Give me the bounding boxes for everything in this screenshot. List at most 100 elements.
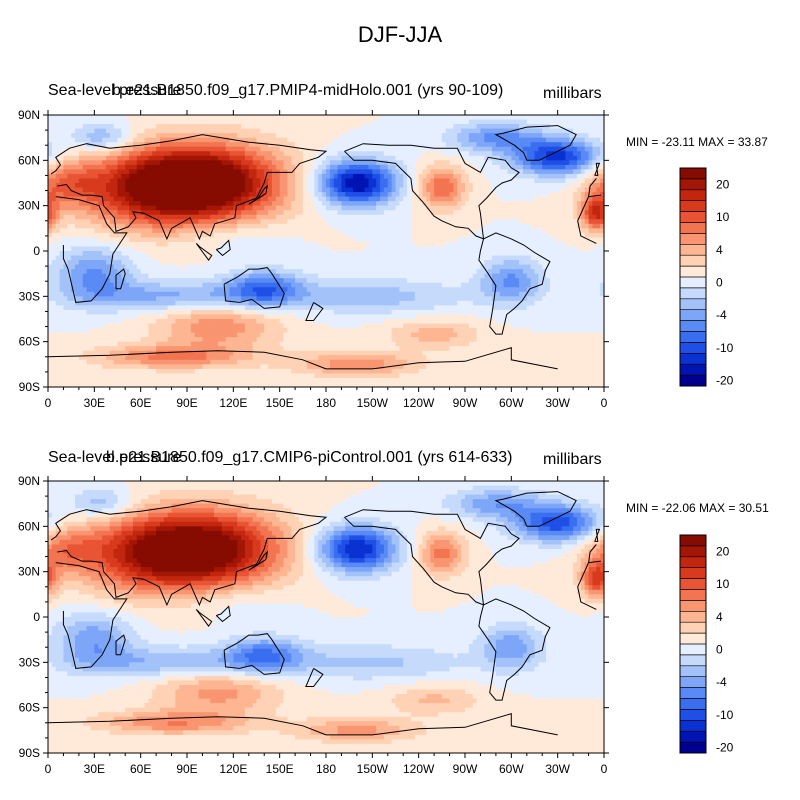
field-cell <box>476 214 482 220</box>
field-cell <box>356 228 362 234</box>
field-cell <box>503 241 509 248</box>
field-cell <box>314 133 319 139</box>
field-cell <box>565 151 570 157</box>
field-cell <box>353 269 358 275</box>
field-cell <box>503 219 509 225</box>
field-cell <box>515 205 520 211</box>
field-cell <box>306 142 312 148</box>
field-cell <box>48 264 53 270</box>
field-cell <box>480 241 485 248</box>
field-cell <box>221 173 227 180</box>
field-cell <box>48 119 53 125</box>
field-cell <box>329 201 335 207</box>
field-cell <box>298 183 304 189</box>
field-cell <box>499 142 505 148</box>
field-cell <box>522 128 528 134</box>
field-cell <box>430 228 435 234</box>
field-cell <box>383 246 389 252</box>
field-cell <box>546 178 551 184</box>
field-cell <box>468 137 474 143</box>
field-cell <box>345 160 350 166</box>
field-cell <box>426 183 431 189</box>
field-cell <box>59 246 65 252</box>
field-cell <box>260 137 265 143</box>
field-cell <box>565 187 570 193</box>
field-cell <box>248 192 254 198</box>
field-cell <box>302 196 308 202</box>
field-cell <box>341 133 346 139</box>
field-cell <box>526 115 532 121</box>
field-cell <box>233 155 238 161</box>
field-cell <box>136 160 142 166</box>
field-cell <box>202 164 207 170</box>
field-cell <box>55 160 61 166</box>
field-cell <box>507 155 512 161</box>
field-cell <box>480 115 485 121</box>
field-cell <box>337 255 343 261</box>
field-cell <box>356 201 362 207</box>
field-cell <box>345 164 350 170</box>
field-cell <box>310 232 316 238</box>
field-cell <box>283 151 288 157</box>
field-cell <box>55 124 61 130</box>
field-cell <box>453 232 458 238</box>
field-cell <box>484 251 489 257</box>
field-cell <box>383 219 389 225</box>
field-cell <box>329 155 335 161</box>
field-cell <box>302 173 308 180</box>
field-cell <box>349 223 354 229</box>
field-cell <box>121 260 126 266</box>
field-cell <box>163 201 169 207</box>
field-cell <box>573 142 578 148</box>
field-cell <box>341 124 346 130</box>
field-cell <box>82 228 88 234</box>
field-cell <box>434 232 439 238</box>
field-cell <box>210 119 215 125</box>
field-cell <box>542 146 547 152</box>
field-cell <box>353 264 358 270</box>
field-cell <box>237 124 242 130</box>
field-cell <box>51 260 57 266</box>
field-cell <box>368 246 373 252</box>
field-cell <box>98 219 103 225</box>
field-cell <box>63 119 68 125</box>
field-cell <box>59 264 65 270</box>
field-cell <box>113 196 119 202</box>
field-cell <box>279 146 285 152</box>
field-cell <box>600 232 605 238</box>
field-cell <box>148 223 153 229</box>
field-cell <box>163 142 169 148</box>
field-cell <box>121 155 126 161</box>
field-cell <box>573 169 578 175</box>
field-cell <box>132 232 138 238</box>
field-cell <box>349 210 354 216</box>
field-cell <box>596 205 601 211</box>
field-cell <box>291 192 296 198</box>
field-cell <box>596 173 601 180</box>
field-cell <box>221 223 227 229</box>
field-cell <box>573 264 578 270</box>
field-cell <box>561 115 566 121</box>
field-cell <box>472 178 478 184</box>
field-cell <box>260 155 265 161</box>
field-cell <box>546 169 551 175</box>
field-cell <box>132 210 138 216</box>
field-cell <box>553 214 559 220</box>
field-cell <box>283 228 288 234</box>
field-cell <box>345 128 350 134</box>
field-cell <box>569 137 574 143</box>
field-cell <box>480 124 485 130</box>
field-cell <box>210 260 215 266</box>
field-cell <box>102 173 107 180</box>
field-cell <box>480 246 485 252</box>
field-cell <box>248 237 254 243</box>
field-cell <box>580 115 586 121</box>
field-cell <box>264 255 269 261</box>
field-cell <box>94 219 99 225</box>
field-cell <box>129 187 134 193</box>
field-cell <box>117 246 122 252</box>
field-cell <box>268 128 273 134</box>
field-cell <box>515 201 520 207</box>
field-cell <box>252 133 258 139</box>
field-cell <box>507 255 512 261</box>
